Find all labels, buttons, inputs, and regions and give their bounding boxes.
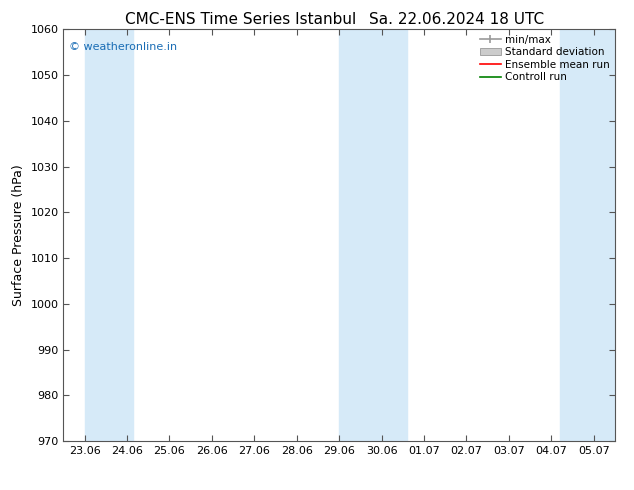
Text: © weatheronline.in: © weatheronline.in (69, 42, 177, 52)
Bar (560, 29, 628, 441)
Legend: min/max, Standard deviation, Ensemble mean run, Controll run: min/max, Standard deviation, Ensemble me… (478, 32, 612, 84)
Y-axis label: Surface Pressure (hPa): Surface Pressure (hPa) (12, 164, 25, 306)
Bar (84, 29, 133, 441)
Text: CMC-ENS Time Series Istanbul: CMC-ENS Time Series Istanbul (126, 12, 356, 27)
Text: Sa. 22.06.2024 18 UTC: Sa. 22.06.2024 18 UTC (369, 12, 544, 27)
Bar (339, 29, 407, 441)
